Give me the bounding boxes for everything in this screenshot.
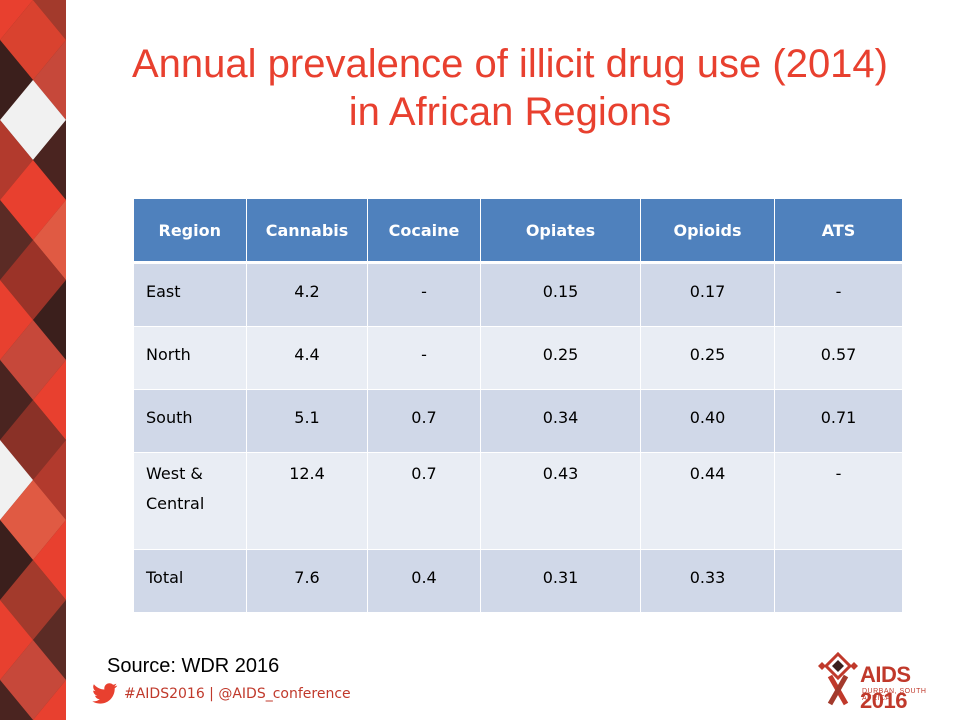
social-footer: #AIDS2016 | @AIDS_conference [92,680,351,708]
table-cell: - [367,326,481,390]
table-row: West & Central 12.4 0.7 0.43 0.44 - [133,452,903,550]
table-cell: - [774,452,903,550]
table-cell: 0.25 [480,326,641,390]
table-cell: 0.31 [480,549,641,613]
table-cell: 5.1 [246,389,368,453]
slide-title-line-2: in African Regions [348,90,672,134]
table-row: North 4.4 - 0.25 0.25 0.57 [133,326,903,390]
table-cell: 0.43 [480,452,641,550]
table-cell: 0.44 [640,452,775,550]
table-cell-region: North [133,326,247,390]
table-cell: 4.2 [246,262,368,327]
hashtag-text: #AIDS2016 | @AIDS_conference [124,686,351,702]
column-header-cocaine: Cocaine [367,199,481,264]
table-cell-region: South [133,389,247,453]
twitter-bird-icon [92,683,118,704]
table-cell: 0.34 [480,389,641,453]
table-cell: 0.15 [480,262,641,327]
table-cell: 0.25 [640,326,775,390]
logo-wordmark: AIDS 2016 [860,662,911,713]
table-cell: 0.40 [640,389,775,453]
table-cell-region: Total [133,549,247,613]
table-cell: 0.7 [367,452,481,550]
table-row: South 5.1 0.7 0.34 0.40 0.71 [133,389,903,453]
table-cell: - [774,262,903,327]
column-header-ats: ATS [774,199,903,264]
aids2016-logo: AIDS 2016 DURBAN, SOUTH AFRICA [818,652,942,713]
table-cell: - [367,262,481,327]
decorative-triangle-pattern [0,0,66,720]
table-cell: 0.17 [640,262,775,327]
slide-title-line-1: Annual prevalence of illicit drug use (2… [132,42,888,86]
ribbon-emblem-icon [818,652,858,706]
table-cell: 12.4 [246,452,368,550]
slide-title: Annual prevalence of illicit drug use (2… [80,40,940,136]
column-header-opiates: Opiates [480,199,641,264]
table-cell: 0.57 [774,326,903,390]
table-cell-region: West & Central [133,452,247,550]
logo-location: DURBAN, SOUTH AFRICA [862,688,927,702]
column-header-opioids: Opioids [640,199,775,264]
table-cell: 4.4 [246,326,368,390]
column-header-cannabis: Cannabis [246,199,368,264]
table-row: East 4.2 - 0.15 0.17 - [133,262,903,327]
table-cell-region: East [133,262,247,327]
column-header-region: Region [133,199,247,264]
prevalence-table: Region Cannabis Cocaine Opiates Opioids … [133,199,903,613]
table-row: Total 7.6 0.4 0.31 0.33 [133,549,903,613]
table-cell [774,549,903,613]
table-cell: 7.6 [246,549,368,613]
table-cell: 0.4 [367,549,481,613]
table-header-row: Region Cannabis Cocaine Opiates Opioids … [133,199,903,264]
table-cell: 0.33 [640,549,775,613]
source-note: Source: WDR 2016 [107,655,280,677]
table-cell: 0.71 [774,389,903,453]
table-cell: 0.7 [367,389,481,453]
